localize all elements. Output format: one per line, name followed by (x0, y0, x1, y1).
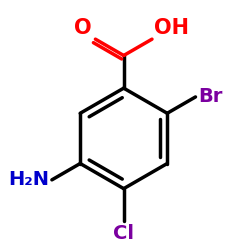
Text: H₂N: H₂N (8, 170, 50, 189)
Text: OH: OH (154, 18, 190, 38)
Text: Cl: Cl (113, 224, 134, 243)
Text: O: O (74, 18, 92, 38)
Text: Br: Br (198, 88, 222, 106)
